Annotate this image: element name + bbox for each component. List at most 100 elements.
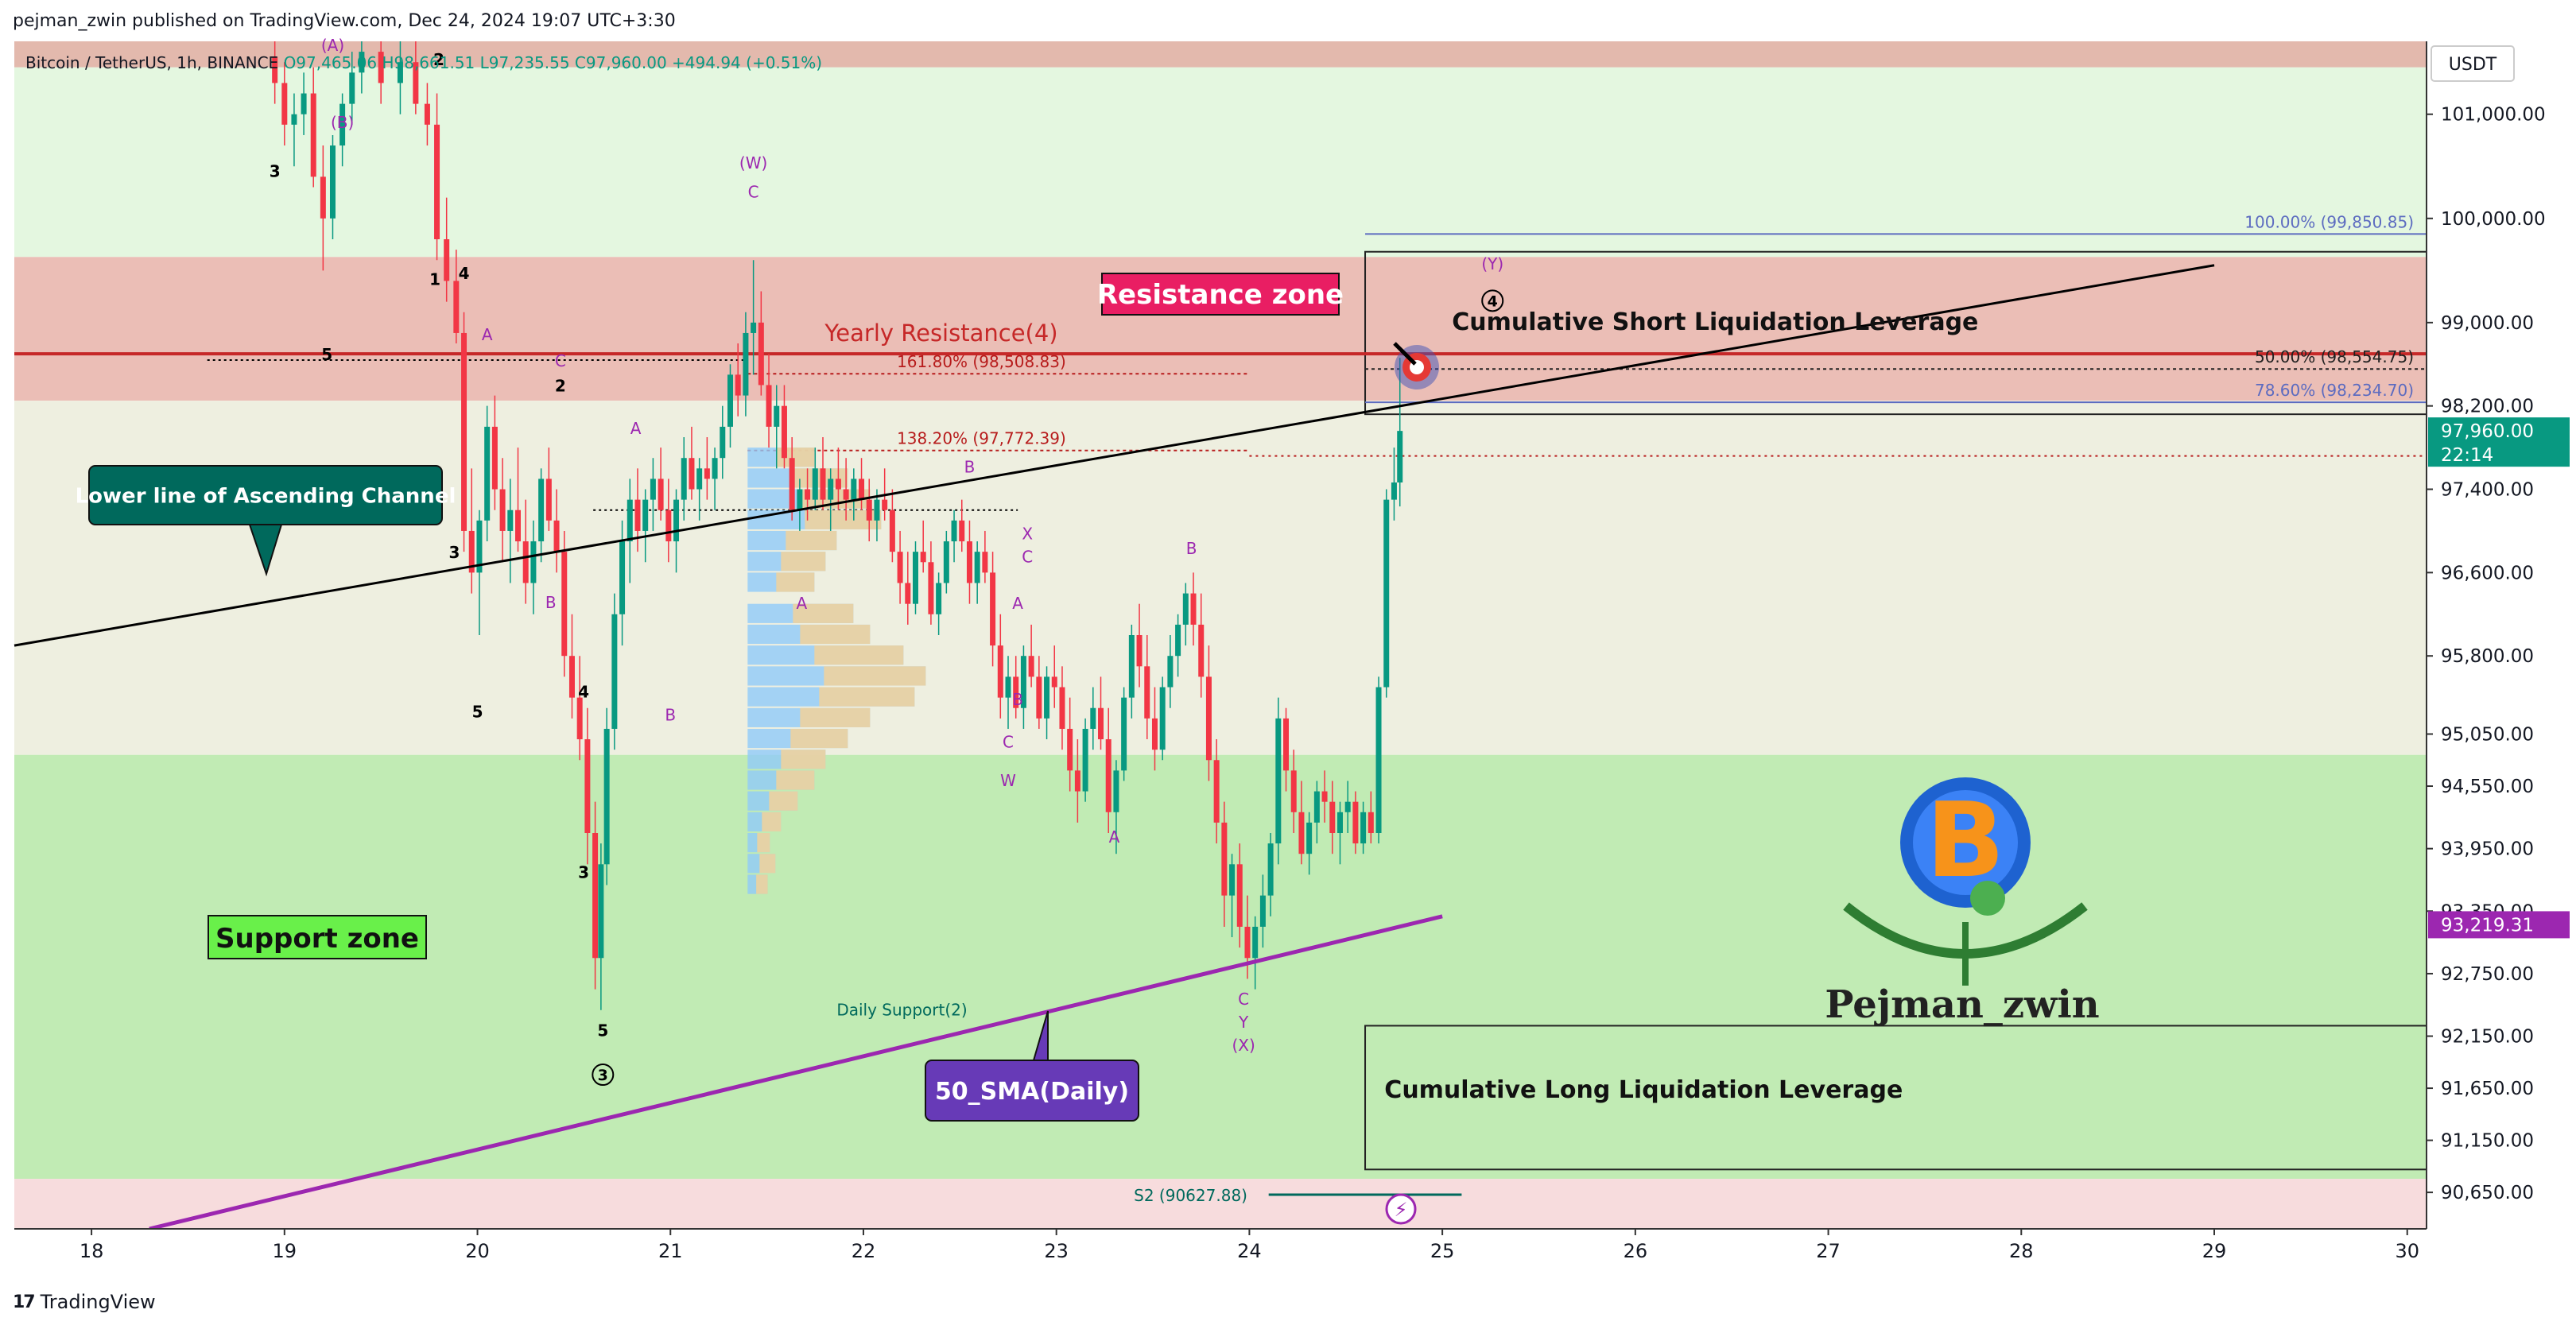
volume-profile-bar bbox=[824, 666, 926, 686]
zone-bottom-red bbox=[14, 1179, 2427, 1229]
wave-label: C bbox=[555, 351, 566, 370]
candle-body bbox=[499, 489, 506, 531]
candle-body bbox=[1113, 770, 1119, 812]
fib-label: 161.80% (98,508.83) bbox=[897, 352, 1066, 371]
price-tick-label: 92,150.00 bbox=[2441, 1027, 2534, 1048]
candle-body bbox=[349, 72, 355, 104]
candle-body bbox=[1044, 676, 1050, 719]
price-tick-label: 93,950.00 bbox=[2441, 839, 2534, 860]
candle-body bbox=[689, 458, 695, 490]
price-badge bbox=[2428, 417, 2570, 467]
candle-body bbox=[413, 62, 419, 104]
candle-body bbox=[530, 541, 537, 583]
candle-body bbox=[1051, 676, 1057, 688]
candle-body bbox=[1252, 926, 1259, 959]
candle-body bbox=[1244, 926, 1251, 959]
candle-body bbox=[584, 739, 591, 833]
candle-body bbox=[1028, 656, 1034, 677]
time-tick-label: 21 bbox=[658, 1240, 683, 1262]
currency-button bbox=[2431, 45, 2515, 82]
candle-body bbox=[650, 479, 656, 500]
candle-body bbox=[951, 520, 957, 542]
candle-body bbox=[1344, 801, 1351, 812]
candle-body bbox=[665, 510, 672, 542]
wave-label: A bbox=[630, 419, 642, 438]
candle-body bbox=[1020, 656, 1026, 708]
candle-body bbox=[735, 374, 741, 396]
fib-layer: 100.00% (99,850.85) 161.80% (98,508.83) 50… bbox=[14, 212, 2427, 1205]
zone-upper-green bbox=[14, 67, 2427, 258]
volume-profile-bar bbox=[769, 791, 798, 811]
candle-body bbox=[966, 541, 972, 583]
time-tick-label: 19 bbox=[273, 1240, 297, 1262]
candle-body bbox=[1182, 593, 1189, 625]
price-badge-countdown: 22:14 bbox=[2441, 445, 2493, 466]
volume-profile-bar bbox=[776, 572, 815, 592]
price-tick-label: 91,150.00 bbox=[2441, 1131, 2534, 1152]
candle-body bbox=[553, 520, 560, 552]
candle-body bbox=[1159, 687, 1166, 750]
fib-label: 100.00% (99,850.85) bbox=[2244, 212, 2414, 231]
fib-label: 50.00% (98,554.75) bbox=[2255, 347, 2414, 366]
time-tick-label: 28 bbox=[2009, 1240, 2034, 1262]
circled-wave-marker bbox=[592, 1064, 615, 1087]
candle-body bbox=[720, 426, 726, 459]
volume-profile-bar bbox=[800, 707, 871, 727]
candle-body bbox=[1198, 624, 1205, 677]
candle-body bbox=[681, 458, 687, 500]
candle-layer bbox=[272, 41, 1403, 1010]
symbol-info-part: Bitcoin / TetherUS, 1h, BINANCE bbox=[25, 53, 278, 72]
price-tick-label: 90,650.00 bbox=[2441, 1183, 2534, 1203]
candle-body bbox=[576, 697, 583, 740]
trend-line-layer bbox=[14, 264, 2215, 1231]
candle-body bbox=[920, 552, 926, 563]
candle-body bbox=[291, 114, 297, 125]
candle-body bbox=[359, 52, 365, 73]
price-tick-label: 101,000.00 bbox=[2441, 105, 2546, 126]
circled-wave-marker bbox=[1481, 289, 1504, 312]
candle-body bbox=[859, 479, 865, 500]
candle-body bbox=[1190, 593, 1197, 625]
candle-body bbox=[789, 458, 795, 510]
price-badge bbox=[2428, 911, 2570, 939]
wave-label: (Y) bbox=[1481, 254, 1503, 273]
candle-body bbox=[805, 489, 811, 500]
lightning-icon-glyph: ⚡ bbox=[1395, 1199, 1408, 1221]
long-liquidation-label: Cumulative Long Liquidation Leverage bbox=[1384, 1076, 1903, 1104]
wave-label: C bbox=[748, 183, 759, 202]
candle-body bbox=[444, 239, 450, 281]
candle-body bbox=[634, 499, 641, 531]
price-tick-label: 92,750.00 bbox=[2441, 964, 2534, 985]
price-tick-label: 98,200.00 bbox=[2441, 397, 2534, 417]
volume-profile-bar bbox=[793, 603, 854, 623]
time-tick-label: 27 bbox=[1816, 1240, 1841, 1262]
zone-support-zone bbox=[14, 754, 2427, 1180]
candle-body bbox=[1059, 687, 1065, 729]
daily-support-label: Daily Support(2) bbox=[836, 1000, 967, 1019]
volume-profile-bar bbox=[757, 833, 770, 853]
wave-label: C bbox=[1238, 990, 1249, 1009]
channel-callout-box bbox=[88, 465, 443, 525]
candle-body bbox=[476, 520, 483, 573]
candle-body bbox=[619, 541, 626, 614]
volume-profile-bar bbox=[814, 645, 904, 665]
annotation-layer: Yearly Resistance(4) Lower line of Ascend… bbox=[76, 273, 1978, 1225]
support-zone-label: Support zone bbox=[215, 923, 419, 955]
candle-body bbox=[843, 489, 849, 500]
wave-label: X bbox=[1022, 524, 1033, 543]
target-icon bbox=[1393, 342, 1439, 389]
candle-body bbox=[712, 458, 718, 479]
wave-label-layer: (A)(B)321 45AC23B54A3B5(W)CABXCABCWABCY(X… bbox=[270, 36, 1504, 1087]
candle-body bbox=[913, 552, 919, 604]
wave-label: W bbox=[1000, 771, 1016, 790]
candle-body bbox=[1167, 656, 1174, 688]
fib-label: 138.20% (97,772.39) bbox=[897, 429, 1066, 448]
candle-body bbox=[797, 489, 803, 510]
wave-label: 5 bbox=[597, 1021, 608, 1040]
candle-body bbox=[1306, 822, 1313, 854]
candle-body bbox=[1151, 718, 1158, 750]
wave-label: B bbox=[1186, 539, 1197, 558]
symbol-info-part: H98,661.51 bbox=[377, 53, 475, 72]
candle-body bbox=[598, 864, 604, 959]
